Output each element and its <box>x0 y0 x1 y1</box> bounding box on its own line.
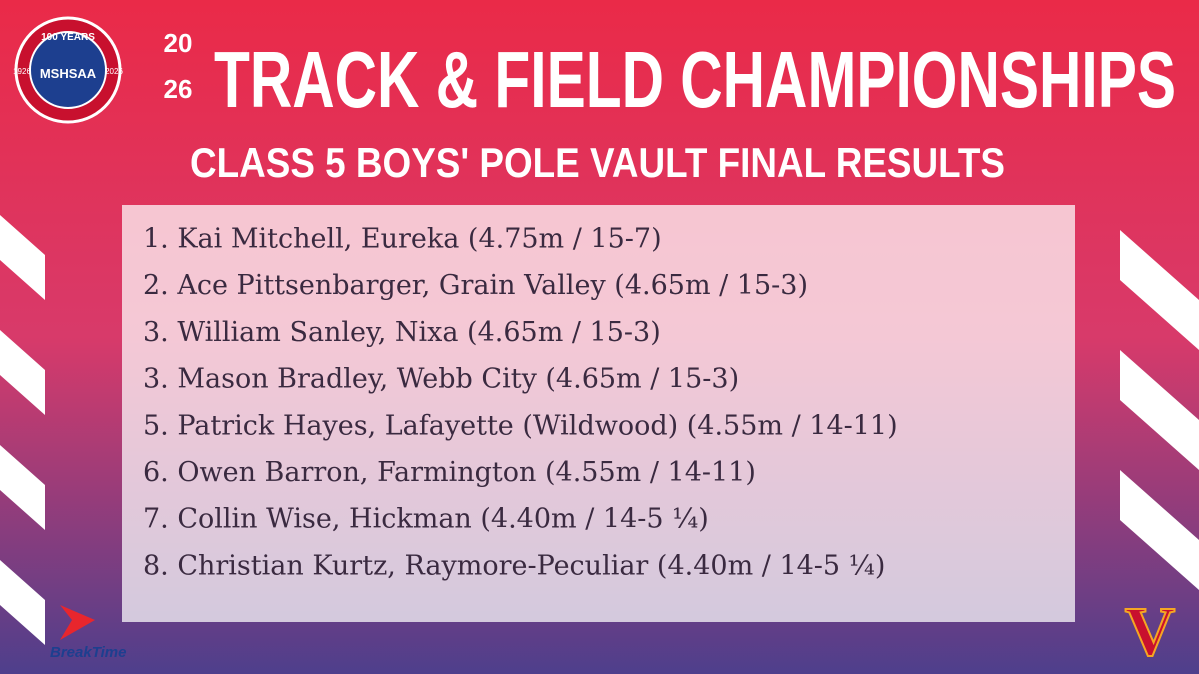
school-logo: V <box>1125 594 1176 671</box>
results-panel <box>122 205 1075 622</box>
logo-banner: 100 YEARS <box>41 32 95 43</box>
subtitle: CLASS 5 BOYS' POLE VAULT FINAL RESULTS <box>190 139 1005 186</box>
logo-year-right: 2026 <box>105 67 123 76</box>
result-line: 1. Kai Mitchell, Eureka (4.75m / 15-7) <box>143 224 662 255</box>
title: TRACK & FIELD CHAMPIONSHIPS <box>214 35 1176 124</box>
results-list: 1. Kai Mitchell, Eureka (4.75m / 15-7) 2.… <box>143 224 898 582</box>
result-line: 7. Collin Wise, Hickman (4.40m / 14-5 ¼) <box>143 504 709 535</box>
result-line: 8. Christian Kurtz, Raymore-Peculiar (4.… <box>143 550 885 581</box>
left-stripes <box>0 215 45 645</box>
sponsor: BreakTime <box>50 644 126 661</box>
right-stripes <box>1120 230 1199 590</box>
result-line: 5. Patrick Hayes, Lafayette (Wildwood) (… <box>143 410 898 441</box>
result-line: 3. Mason Bradley, Webb City (4.65m / 15-… <box>143 364 739 395</box>
year-top: 20 <box>164 28 193 58</box>
result-line: 6. Owen Barron, Farmington (4.55m / 14-1… <box>143 457 756 488</box>
result-line: 2. Ace Pittsenbarger, Grain Valley (4.65… <box>143 270 808 301</box>
mshsaa-logo: 100 YEARS MSHSAA 1926 2026 <box>13 16 123 124</box>
breaktime-logo: BreakTime <box>50 605 126 661</box>
logo-name: MSHSAA <box>40 66 97 81</box>
result-line: 3. William Sanley, Nixa (4.65m / 15-3) <box>143 317 661 348</box>
logo-year-left: 1926 <box>13 67 31 76</box>
year-bottom: 26 <box>164 74 193 104</box>
